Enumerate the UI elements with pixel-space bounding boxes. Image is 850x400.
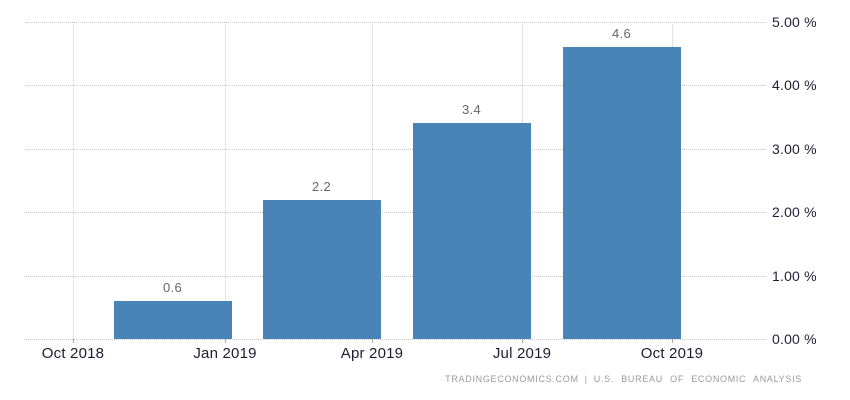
x-axis-tick-label: Oct 2019 xyxy=(640,345,704,362)
y-gridline xyxy=(25,212,765,214)
x-axis-tick-label: Oct 2018 xyxy=(41,345,105,362)
x-axis-tick xyxy=(522,339,523,343)
x-axis-tick xyxy=(672,339,673,343)
x-gridline xyxy=(372,22,373,339)
y-axis-tick-label: 4.00 % xyxy=(772,77,817,94)
x-gridline xyxy=(225,22,226,339)
source-provider: U.S. BUREAU OF ECONOMIC ANALYSIS xyxy=(593,374,802,384)
y-axis-tick-label: 3.00 % xyxy=(772,140,817,157)
bar[interactable] xyxy=(412,123,531,339)
bar[interactable] xyxy=(113,300,232,339)
y-gridline xyxy=(25,275,765,277)
x-axis-tick-label: Jan 2019 xyxy=(193,345,257,362)
x-axis-tick-label: Apr 2019 xyxy=(340,345,404,362)
source-attribution: TRADINGECONOMICS.COM | U.S. BUREAU OF ECON… xyxy=(445,374,802,384)
bar-value-label: 4.6 xyxy=(612,26,631,42)
y-axis-tick-label: 2.00 % xyxy=(772,204,817,221)
bar-value-label: 2.2 xyxy=(312,178,331,194)
x-gridline xyxy=(73,22,74,339)
x-axis-tick xyxy=(225,339,226,343)
y-gridline xyxy=(25,85,765,87)
y-gridline xyxy=(25,148,765,150)
y-gridline xyxy=(25,22,765,23)
x-axis-tick-label: Jul 2019 xyxy=(492,345,552,362)
y-axis-tick-label: 0.00 % xyxy=(772,331,817,347)
x-axis-tick xyxy=(73,339,74,343)
bar-value-label: 3.4 xyxy=(462,102,481,118)
bar-value-label: 0.6 xyxy=(163,279,182,295)
bar[interactable] xyxy=(262,199,381,339)
y-axis-tick-label: 5.00 % xyxy=(772,14,817,30)
source-separator: | xyxy=(584,374,588,384)
source-name: TRADINGECONOMICS.COM xyxy=(445,374,579,384)
y-axis-tick-label: 1.00 % xyxy=(772,267,817,284)
x-axis-tick xyxy=(372,339,373,343)
bar[interactable] xyxy=(562,47,681,339)
y-gridline xyxy=(25,339,765,340)
